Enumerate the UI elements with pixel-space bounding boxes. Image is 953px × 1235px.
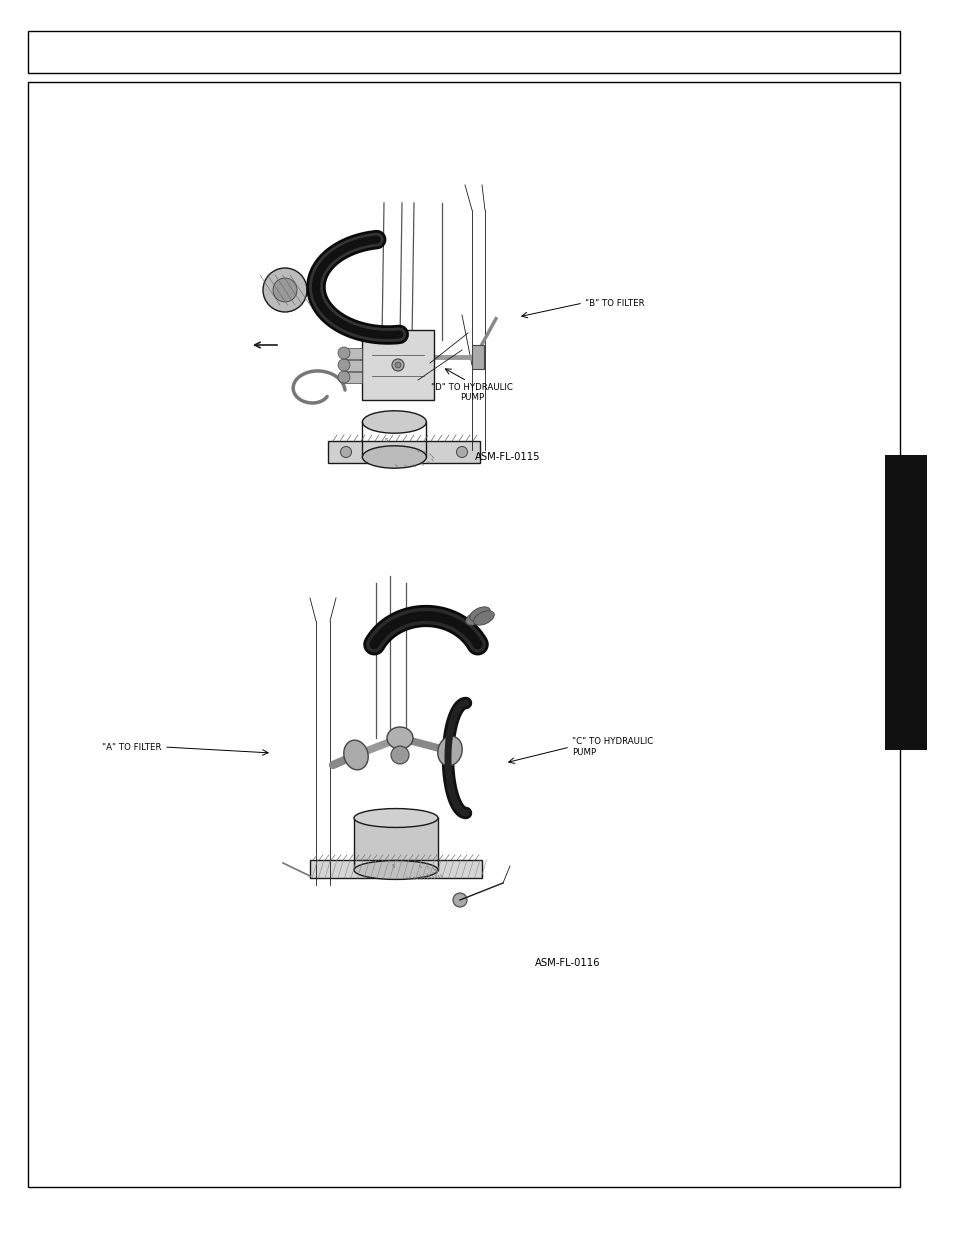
Text: "D" TO HYDRAULIC
PUMP: "D" TO HYDRAULIC PUMP xyxy=(431,383,513,403)
Text: ASM-FL-0116: ASM-FL-0116 xyxy=(535,958,600,968)
Ellipse shape xyxy=(387,727,413,748)
Circle shape xyxy=(273,278,296,303)
Circle shape xyxy=(391,746,409,764)
Text: ASM-FL-0115: ASM-FL-0115 xyxy=(475,452,540,462)
Circle shape xyxy=(456,447,467,457)
Bar xyxy=(328,441,479,463)
Circle shape xyxy=(337,347,350,359)
Text: "A" TO FILTER: "A" TO FILTER xyxy=(102,742,162,752)
Text: S: S xyxy=(384,437,388,442)
Ellipse shape xyxy=(354,861,437,879)
Ellipse shape xyxy=(354,809,437,827)
Bar xyxy=(310,860,481,878)
Bar xyxy=(344,372,361,383)
Bar xyxy=(28,31,899,73)
Circle shape xyxy=(395,362,400,368)
Ellipse shape xyxy=(343,740,368,769)
Bar xyxy=(361,330,434,400)
Circle shape xyxy=(340,447,351,457)
Circle shape xyxy=(337,370,350,383)
Ellipse shape xyxy=(437,736,462,766)
Bar xyxy=(344,359,361,370)
Ellipse shape xyxy=(362,411,426,433)
Ellipse shape xyxy=(469,606,490,621)
Bar xyxy=(472,345,483,368)
Bar xyxy=(344,347,361,358)
Bar xyxy=(354,818,437,869)
Text: S: S xyxy=(391,864,395,869)
Polygon shape xyxy=(310,878,485,913)
Polygon shape xyxy=(317,463,481,492)
Circle shape xyxy=(337,359,350,370)
Ellipse shape xyxy=(474,611,494,625)
Circle shape xyxy=(263,268,307,312)
Circle shape xyxy=(392,359,403,370)
Text: "C" TO HYDRAULIC
PUMP: "C" TO HYDRAULIC PUMP xyxy=(572,737,653,757)
Bar xyxy=(884,454,926,750)
Circle shape xyxy=(453,893,467,906)
Text: "B" TO FILTER: "B" TO FILTER xyxy=(584,299,644,308)
Ellipse shape xyxy=(362,446,426,468)
Ellipse shape xyxy=(465,611,486,625)
Bar xyxy=(28,82,899,1187)
